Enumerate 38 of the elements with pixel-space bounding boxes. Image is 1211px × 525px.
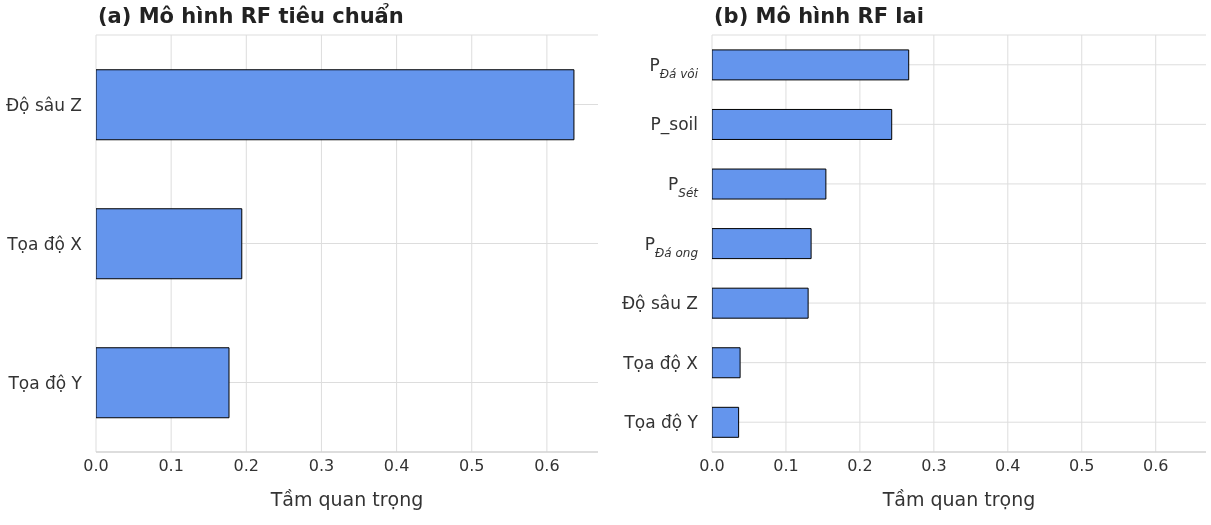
y-tick-label: P$_{Đá ong}$: [644, 233, 699, 260]
bar: [712, 49, 910, 81]
x-tick-label: 0.6: [1142, 456, 1169, 476]
bar: [96, 69, 575, 141]
y-tick-label: Tọa độ X: [622, 352, 699, 373]
bar: [712, 168, 827, 200]
x-tick-label: 0.0: [699, 456, 725, 476]
chart-title: (a) Mô hình RF tiêu chuẩn: [98, 4, 404, 28]
bar: [712, 347, 741, 379]
bar: [96, 347, 230, 419]
chart-title: (b) Mô hình RF lai: [714, 4, 924, 28]
y-tick-label: Tọa độ Y: [623, 412, 699, 433]
x-tick-label: 0.1: [158, 456, 184, 476]
bar: [96, 208, 243, 280]
x-axis-title: Tầm quan trọng: [269, 488, 424, 510]
x-tick-label: 0.3: [921, 456, 947, 476]
y-tick-label: Độ sâu Z: [621, 293, 698, 314]
x-tick-label: 0.2: [233, 456, 260, 476]
x-tick-label: 0.5: [459, 456, 485, 476]
x-tick-label: 0.4: [383, 456, 410, 476]
x-tick-label: 0.6: [534, 456, 560, 476]
x-axis-title: Tầm quan trọng: [881, 488, 1036, 510]
x-tick-label: 0.4: [995, 456, 1021, 476]
x-tick-label: 0.0: [83, 456, 109, 476]
x-tick-label: 0.1: [773, 456, 799, 476]
y-tick-label: P$_{Sét}$: [668, 173, 700, 200]
y-tick-label: Tọa độ X: [6, 233, 83, 254]
y-tick-label: Độ sâu Z: [5, 94, 82, 115]
x-tick-label: 0.5: [1069, 456, 1095, 476]
x-tick-label: 0.2: [847, 456, 873, 476]
bar: [712, 108, 893, 140]
bar: [712, 287, 809, 319]
bar: [712, 228, 812, 260]
y-tick-label: P_soil: [650, 114, 698, 136]
x-tick-label: 0.3: [308, 456, 335, 476]
y-tick-label: Tọa độ Y: [7, 372, 83, 393]
y-tick-label: P$_{Đá vôi}$: [649, 54, 699, 81]
bar: [712, 406, 740, 438]
